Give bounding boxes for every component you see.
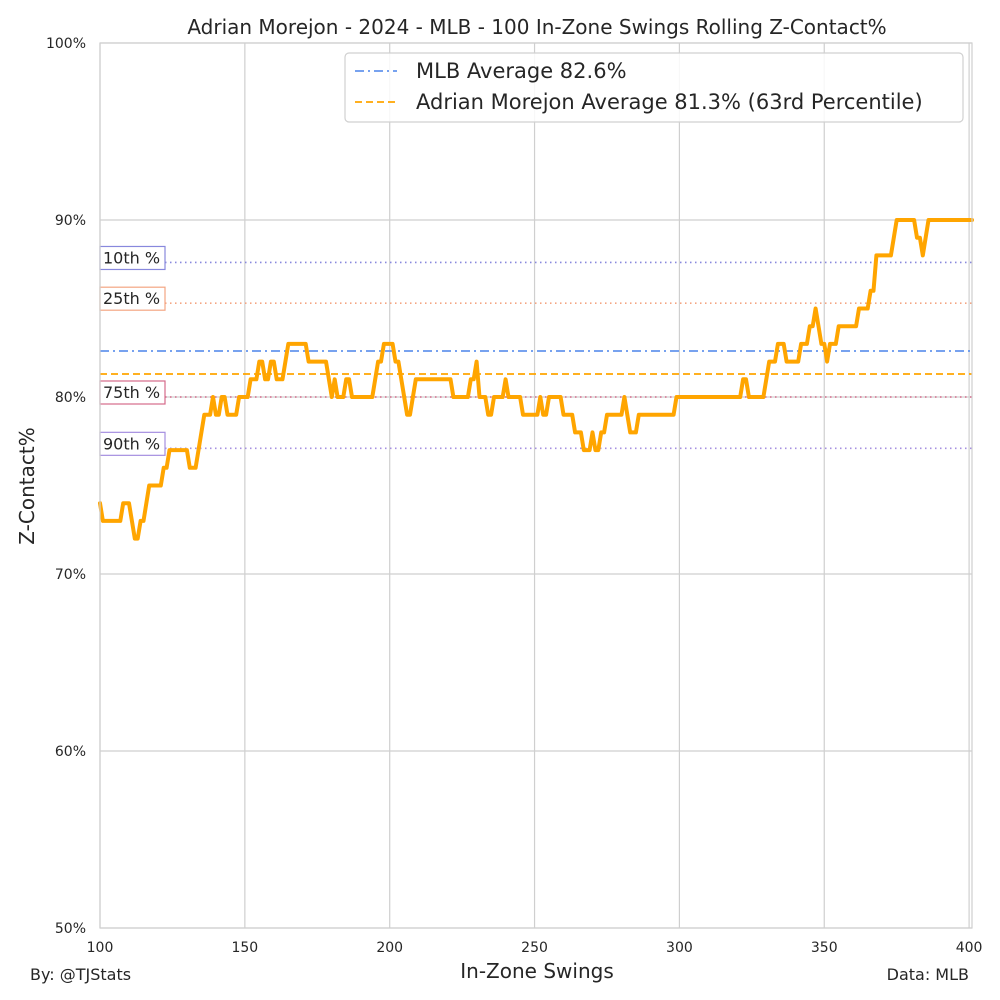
- y-tick-label: 60%: [55, 744, 86, 760]
- x-tick-label: 150: [231, 940, 258, 956]
- chart-title: Adrian Morejon - 2024 - MLB - 100 In-Zon…: [187, 15, 886, 39]
- legend-label: Adrian Morejon Average 81.3% (63rd Perce…: [416, 90, 923, 114]
- legend-box: [344, 52, 964, 123]
- y-tick-label: 100%: [46, 36, 86, 52]
- percentile-labels: 10th % 25th % 75th % 90th %: [99, 245, 166, 456]
- x-tick-label: 100: [87, 940, 114, 956]
- series: [98, 218, 974, 541]
- x-tick-label: 200: [376, 940, 403, 956]
- x-axis-label: In-Zone Swings: [460, 959, 613, 983]
- y-tick-label: 80%: [55, 390, 86, 406]
- percentile-label: 75th %: [103, 383, 160, 402]
- percentile-label: 90th %: [103, 434, 160, 453]
- axes: [99, 42, 973, 929]
- x-tick-label: 400: [956, 940, 983, 956]
- percentile-label: 25th %: [103, 289, 160, 308]
- legend-label: MLB Average 82.6%: [416, 59, 627, 83]
- x-tick-label: 350: [811, 940, 838, 956]
- legend: MLB Average 82.6% Adrian Morejon Average …: [344, 52, 964, 123]
- footer-right: Data: MLB: [887, 965, 969, 984]
- y-tick-label: 90%: [55, 213, 86, 229]
- footer-left: By: @TJStats: [30, 965, 131, 984]
- plot-frame: [99, 42, 973, 929]
- y-axis-label: Z-Contact%: [15, 427, 39, 544]
- percentile-label: 10th %: [103, 248, 160, 267]
- y-tick-label: 70%: [55, 567, 86, 583]
- y-tick-label: 50%: [55, 921, 86, 937]
- x-tick-label: 250: [521, 940, 548, 956]
- ticks: 100 150 200 250 300 350 400 50% 60% 70% 80% 90% 100%: [46, 36, 983, 956]
- x-tick-label: 300: [666, 940, 693, 956]
- series-line: [98, 218, 974, 541]
